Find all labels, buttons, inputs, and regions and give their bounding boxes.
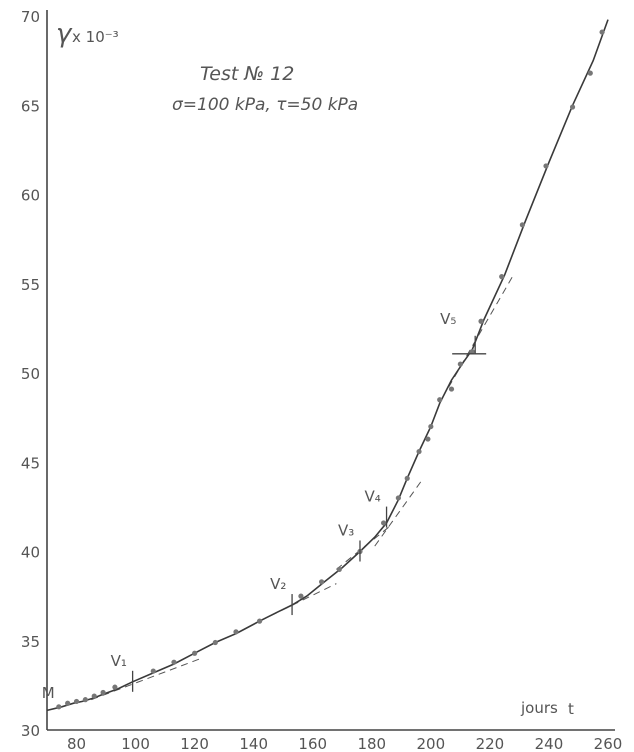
x-tick-label: 100 bbox=[121, 735, 150, 752]
annotations: M V₁ V₂ V₃ V₄ V₅ bbox=[42, 310, 487, 702]
observation-point bbox=[112, 684, 118, 690]
y-tick-label: 45 bbox=[21, 454, 40, 472]
x-tick-label: 80 bbox=[67, 735, 86, 752]
y-axis-label: γ bbox=[56, 19, 73, 49]
chart-title: Test № 12 bbox=[200, 63, 294, 85]
observation-point bbox=[499, 274, 505, 280]
y-tick-label: 30 bbox=[21, 722, 40, 740]
tangent-line bbox=[448, 274, 514, 388]
observation-point bbox=[56, 704, 62, 710]
observation-point bbox=[519, 222, 525, 228]
y-tick-label: 50 bbox=[21, 365, 40, 383]
observation-point bbox=[150, 668, 156, 674]
y-tick-label: 55 bbox=[21, 276, 40, 294]
observation-point bbox=[100, 689, 106, 696]
observation-point bbox=[404, 475, 410, 481]
y-tick-label: 35 bbox=[21, 633, 40, 651]
observation-point bbox=[437, 397, 443, 403]
observation-point bbox=[587, 70, 593, 76]
annotation-label: V₃ bbox=[338, 522, 354, 540]
y-tick-label: 70 bbox=[21, 8, 40, 26]
x-tick-label: 240 bbox=[535, 735, 564, 752]
observation-point bbox=[256, 618, 263, 624]
observation-point bbox=[425, 436, 431, 442]
annotation-label: V₁ bbox=[111, 652, 127, 670]
observation-point bbox=[381, 520, 387, 526]
observation-point bbox=[212, 639, 218, 646]
observation-point bbox=[233, 629, 239, 635]
y-tick-label: 65 bbox=[21, 97, 40, 115]
annotation-label: V₂ bbox=[270, 575, 286, 593]
y-tick-labels: 30 35 40 45 50 55 60 65 70 bbox=[21, 8, 40, 740]
observation-points bbox=[56, 29, 605, 710]
observation-point bbox=[91, 693, 97, 699]
tangent-lines bbox=[91, 274, 514, 701]
observation-point bbox=[599, 29, 605, 35]
observation-point bbox=[192, 650, 198, 656]
tangent-line bbox=[91, 658, 201, 701]
observation-point bbox=[298, 593, 304, 599]
observation-point bbox=[416, 448, 422, 455]
observation-point bbox=[318, 579, 325, 585]
x-tick-labels: 80 100 120 140 160 180 200 220 240 260 bbox=[67, 735, 622, 752]
x-axis-unit: jours bbox=[520, 699, 558, 717]
observation-point bbox=[73, 698, 80, 705]
observation-point bbox=[82, 697, 88, 703]
chart-subtitle: σ=100 kPa, τ=50 kPa bbox=[172, 95, 358, 115]
x-axis-label: t bbox=[568, 700, 574, 718]
observation-point bbox=[569, 104, 576, 110]
observation-point bbox=[428, 423, 434, 430]
observation-point bbox=[171, 659, 177, 665]
y-tick-label: 60 bbox=[21, 187, 40, 205]
x-tick-label: 220 bbox=[476, 735, 505, 752]
y-axis-multiplier: x 10⁻³ bbox=[72, 28, 119, 46]
x-tick-label: 200 bbox=[417, 735, 446, 752]
observation-point bbox=[336, 566, 342, 572]
x-tick-label: 260 bbox=[594, 735, 623, 752]
observation-point bbox=[457, 361, 463, 367]
annotation-label: V₅ bbox=[440, 310, 456, 328]
observation-point bbox=[65, 700, 71, 706]
observation-point bbox=[448, 386, 455, 392]
strain-curve bbox=[46, 19, 609, 712]
observation-point bbox=[478, 318, 484, 324]
x-tick-label: 140 bbox=[239, 735, 268, 752]
tangent-line bbox=[374, 479, 423, 547]
annotation-label: M bbox=[42, 684, 55, 702]
observation-point bbox=[395, 495, 401, 501]
x-tick-label: 160 bbox=[298, 735, 327, 752]
observation-point bbox=[543, 163, 549, 169]
annotation-label: V₄ bbox=[365, 488, 381, 506]
y-tick-label: 40 bbox=[21, 544, 40, 562]
observation-point bbox=[469, 348, 475, 355]
x-tick-label: 120 bbox=[180, 735, 209, 752]
x-tick-label: 180 bbox=[357, 735, 386, 752]
